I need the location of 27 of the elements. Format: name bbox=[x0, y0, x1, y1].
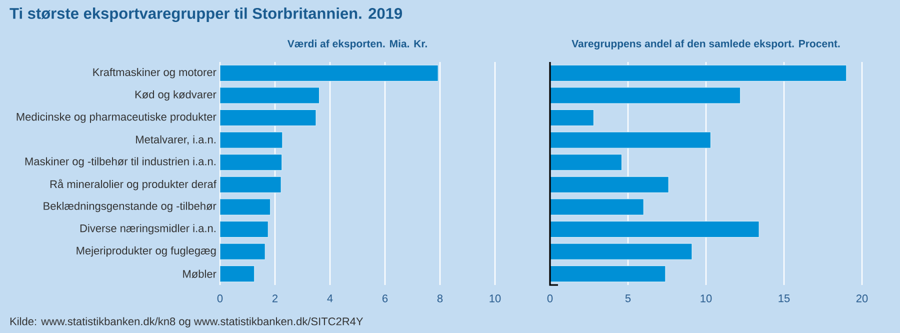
x-tick-label: 6 bbox=[382, 294, 388, 302]
y-tick-label: Mejeriprodukter og fuglegæg bbox=[76, 246, 216, 257]
x-tick-label: 10 bbox=[700, 294, 712, 302]
y-tick-label: Kød og kødvarer bbox=[135, 90, 216, 101]
x-tick-label: 2 bbox=[272, 294, 278, 302]
x-tick-label: 8 bbox=[437, 294, 443, 302]
chart-title: Ti største eksportvaregrupper til Storbritannien. 2019 bbox=[10, 8, 402, 22]
x-tick-label: 5 bbox=[625, 294, 631, 302]
x-tick-label: 4 bbox=[327, 294, 333, 302]
x-tick-label: 10 bbox=[490, 294, 501, 302]
y-tick-label: Beklædningsgenstande og -tilbehør bbox=[44, 202, 216, 212]
y-tick-label: Diverse næringsmidler i.a.n. bbox=[80, 224, 216, 234]
y-tick-label: Rå mineralolier og produkter deraf bbox=[50, 179, 216, 190]
bar bbox=[550, 110, 594, 126]
x-tick-label: 0 bbox=[217, 294, 223, 302]
y-tick-label: Metalvarer, i.a.n. bbox=[136, 135, 216, 145]
x-tick-label: 15 bbox=[778, 294, 790, 302]
y-tick-label: Medicinske og pharmaceutiske produkter bbox=[16, 112, 216, 123]
x-tick-label: 0 bbox=[547, 294, 553, 302]
x-tick-label: 20 bbox=[856, 294, 868, 302]
chart-subtitle: Varegruppens andel af den samlede eksport. Procent. bbox=[572, 40, 840, 50]
bar bbox=[550, 154, 622, 171]
y-tick-label: Møbler bbox=[183, 270, 216, 278]
y-tick-label: Maskiner og -tilbehør til industrien i.a.n. bbox=[25, 157, 216, 168]
text: Kilde: www.statistikbanken.dk/kn8 og www.statistikbanken.dk/SITC2R4Y bbox=[10, 317, 364, 328]
chart-subtitle: Værdi af eksporten. Mia. Kr. bbox=[287, 40, 427, 50]
y-tick-label: Kraftmaskiner og motorer bbox=[93, 68, 216, 78]
